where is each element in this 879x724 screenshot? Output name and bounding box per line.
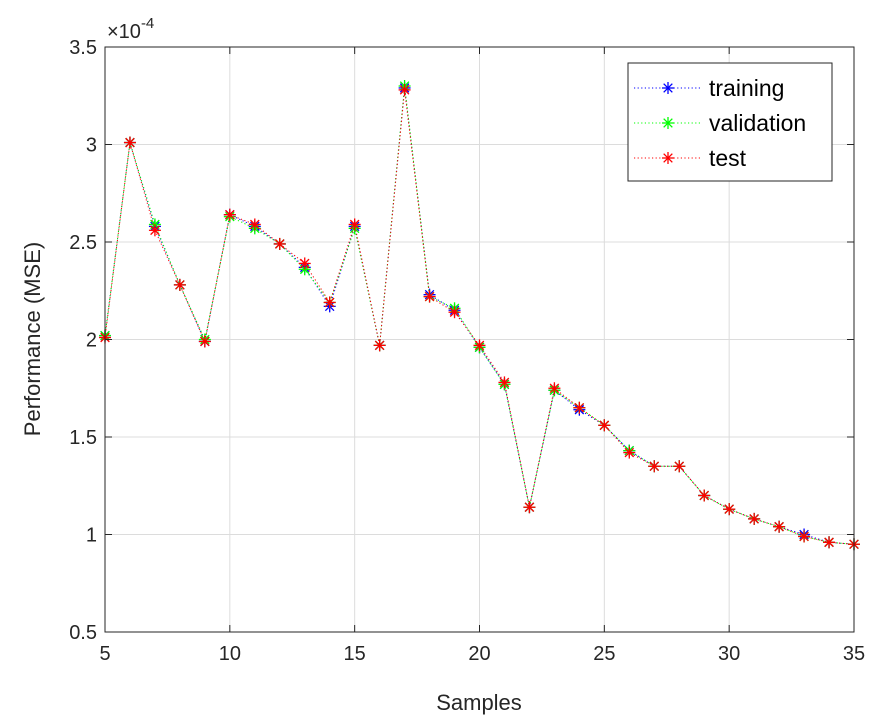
tick-labels: 5 10 15 20 25 30 35 0.5 1 1.5 2 2.5 3 3.5	[69, 37, 865, 665]
y-tick-label: 0.5	[69, 622, 97, 644]
y-tick-label: 2.5	[69, 232, 97, 254]
data-point-test	[723, 503, 736, 516]
legend: training validation test	[627, 62, 833, 182]
y-axis-label: Performance (MSE)	[20, 242, 45, 436]
data-point-test	[448, 306, 461, 319]
data-point-test	[573, 401, 586, 414]
data-point-test	[523, 501, 536, 514]
data-point-test	[748, 512, 761, 525]
data-point-test	[273, 237, 286, 250]
y-axis-exponent-base: ×10	[107, 21, 141, 43]
data-point-test	[198, 335, 211, 348]
data-point-test	[323, 296, 336, 309]
data-point-test	[473, 339, 486, 352]
legend-marker	[662, 117, 674, 129]
x-tick-label: 5	[99, 643, 110, 665]
data-point-test	[398, 83, 411, 96]
x-tick-label: 30	[718, 643, 740, 665]
data-point-test	[173, 278, 186, 291]
y-tick-label: 2	[86, 330, 97, 352]
x-tick-label: 25	[593, 643, 615, 665]
data-point-test	[598, 419, 611, 432]
x-axis-label: Samples	[436, 690, 522, 715]
data-point-test	[673, 460, 686, 473]
y-tick-label: 3	[86, 135, 97, 157]
data-point-test	[148, 224, 161, 237]
legend-item-training: training	[634, 75, 784, 101]
y-axis-exponent: ×10-4	[107, 15, 154, 43]
axes	[104, 46, 855, 633]
data-point-test	[698, 489, 711, 502]
data-point-test	[248, 218, 261, 231]
data-point-test	[423, 290, 436, 303]
legend-label: validation	[709, 110, 806, 136]
legend-item-test: test	[634, 145, 747, 171]
data-point-test	[823, 536, 836, 549]
data-point-test	[798, 530, 811, 543]
data-point-test	[648, 460, 661, 473]
legend-label: training	[709, 75, 784, 101]
x-tick-label: 10	[219, 643, 241, 665]
y-tick-label: 1.5	[69, 427, 97, 449]
y-tick-label: 1	[86, 525, 97, 547]
x-tick-label: 20	[468, 643, 490, 665]
x-tick-label: 15	[344, 643, 366, 665]
legend-marker	[662, 152, 674, 164]
data-point-test	[298, 257, 311, 270]
legend-marker	[662, 82, 674, 94]
data-point-test	[123, 136, 136, 149]
data-point-test	[623, 446, 636, 459]
legend-label: test	[709, 145, 747, 171]
data-point-test	[373, 339, 386, 352]
series-test	[99, 83, 860, 551]
y-axis-exponent-power: -4	[141, 15, 154, 32]
data-point-test	[498, 376, 511, 389]
data-point-test	[773, 520, 786, 533]
data-point-test	[223, 208, 236, 221]
legend-box	[627, 62, 833, 182]
data-point-test	[548, 382, 561, 395]
x-tick-label: 35	[843, 643, 865, 665]
y-tick-label: 3.5	[69, 37, 97, 59]
data-point-test	[348, 218, 361, 231]
legend-item-validation: validation	[634, 110, 806, 136]
